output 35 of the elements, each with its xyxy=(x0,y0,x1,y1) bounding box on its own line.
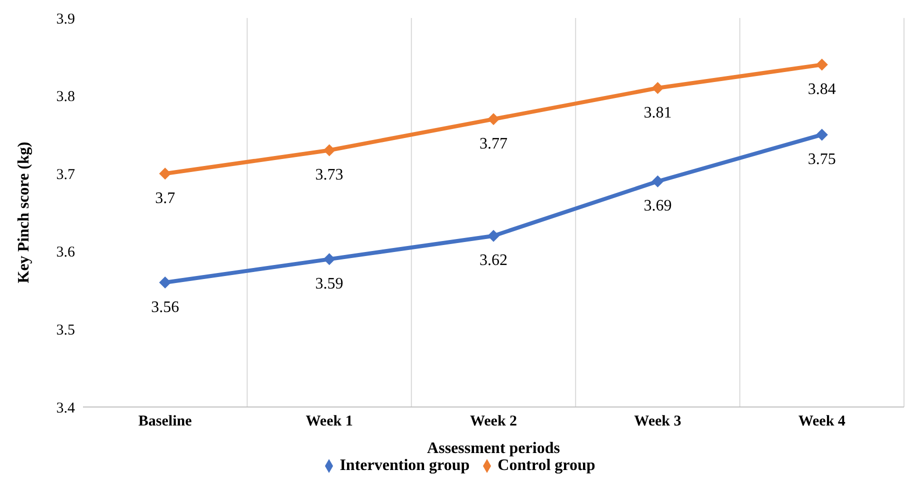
x-tick-label: Baseline xyxy=(138,414,192,430)
data-label: 3.75 xyxy=(808,151,836,168)
y-tick-label: 3.7 xyxy=(56,166,76,183)
point xyxy=(159,276,172,289)
x-tick-label: Week 4 xyxy=(798,414,846,430)
x-tick-label: Week 3 xyxy=(634,414,682,430)
y-axis-title: Key Pinch score (kg) xyxy=(16,142,33,284)
x-tick-label: Week 1 xyxy=(306,414,353,430)
legend-label: Intervention group xyxy=(340,457,470,474)
data-label: 3.59 xyxy=(315,276,344,293)
point xyxy=(816,128,828,141)
point xyxy=(652,82,664,94)
data-label: 3.73 xyxy=(315,166,344,184)
x-tick-label: Week 2 xyxy=(470,414,518,430)
point xyxy=(323,144,336,156)
y-tick-label: 3.6 xyxy=(56,244,76,261)
y-tick-label: 3.4 xyxy=(56,400,76,416)
data-label: 3.81 xyxy=(644,104,672,122)
data-label: 3.56 xyxy=(151,298,180,316)
x-axis-title: Assessment periods xyxy=(427,440,560,457)
data-label: 3.69 xyxy=(644,198,672,215)
data-label: 3.84 xyxy=(808,81,836,98)
y-tick-label: 3.9 xyxy=(56,11,75,28)
point xyxy=(488,230,500,242)
legend-label: Control group xyxy=(498,457,596,474)
point xyxy=(652,175,664,188)
data-label: 3.77 xyxy=(480,136,508,152)
point xyxy=(159,168,172,180)
point xyxy=(816,58,828,71)
point xyxy=(323,253,336,266)
y-tick-label: 3.8 xyxy=(56,89,75,106)
y-tick-label: 3.5 xyxy=(56,322,75,339)
data-label: 3.62 xyxy=(480,252,508,270)
point xyxy=(488,113,500,126)
data-label: 3.7 xyxy=(155,190,176,207)
